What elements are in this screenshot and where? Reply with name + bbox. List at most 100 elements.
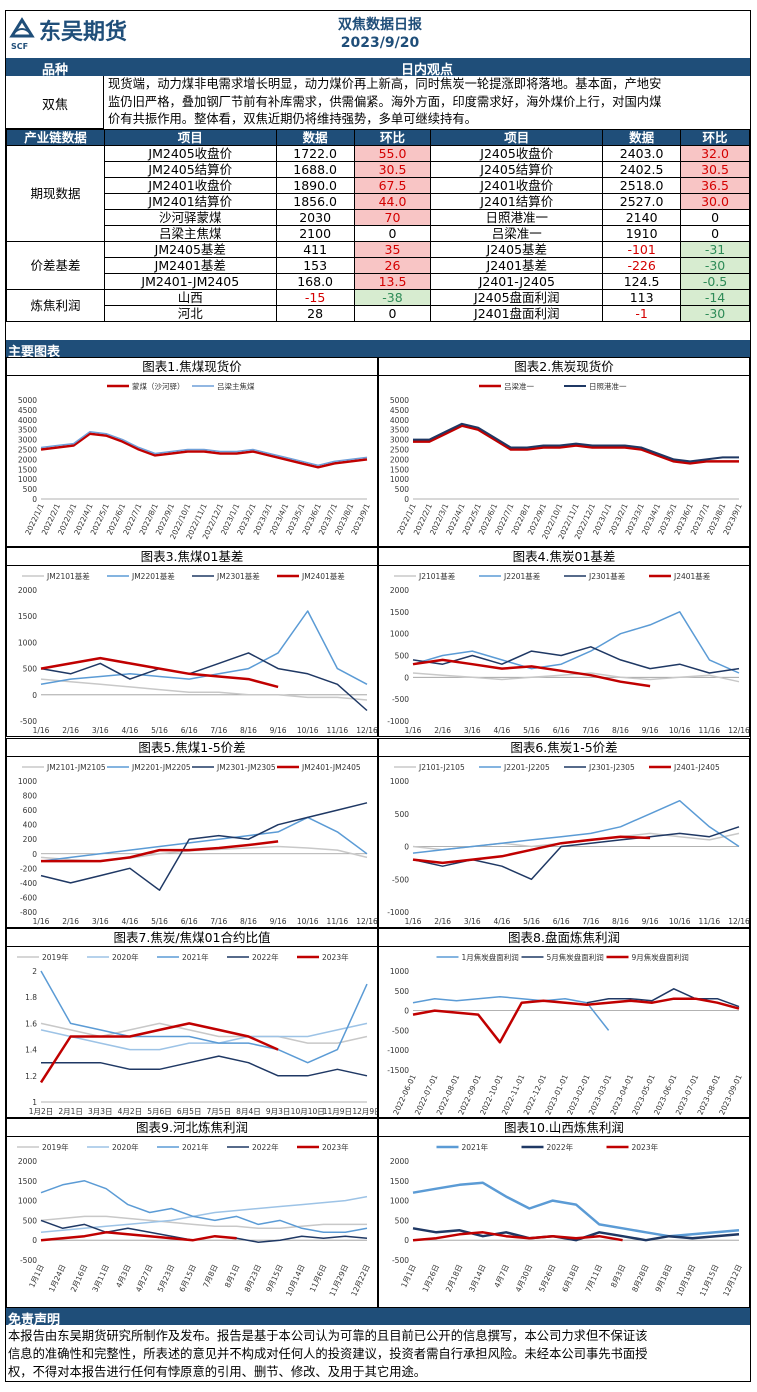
series-line	[413, 424, 739, 465]
x-tick-label: 9月15日	[264, 1263, 285, 1293]
y-tick-label: 2000	[390, 586, 409, 595]
y-tick-label: 1500	[18, 465, 37, 474]
l-chg-cell: 55.0	[353, 145, 432, 162]
series-line	[586, 988, 740, 1008]
x-tick-label: 9/16	[270, 726, 287, 735]
l-item-cell: 山西	[103, 289, 277, 306]
x-tick-label: 8月3日	[609, 1263, 628, 1289]
series-line	[412, 1181, 740, 1238]
x-tick-label: 12月9日	[352, 1107, 377, 1116]
y-tick-label: 1.6	[25, 1019, 37, 1028]
x-tick-label: 12/16	[356, 917, 377, 926]
logo-icon	[9, 17, 35, 38]
l-data-cell: 2030	[275, 209, 355, 226]
table-header-cell: 产业链数据	[6, 129, 105, 146]
x-tick-label: 12月22日	[349, 1263, 372, 1298]
y-tick-label: 200	[23, 835, 38, 844]
series-line	[412, 658, 651, 688]
y-tick-label: 1	[32, 1098, 37, 1107]
y-tick-label: 1.2	[25, 1072, 37, 1081]
l-chg-cell: 0	[353, 305, 432, 322]
y-tick-label: -500	[20, 717, 37, 726]
x-tick-label: 1月1日	[27, 1263, 46, 1289]
y-tick-label: 1.8	[25, 993, 37, 1002]
table-row: 吕梁主焦煤 2100 0 吕梁准一 1910 0	[7, 225, 750, 242]
legend-label: 2020年	[112, 1142, 139, 1152]
y-tick-label: 2	[32, 967, 37, 976]
series-line	[41, 840, 279, 863]
x-tick-label: 11/16	[699, 917, 721, 926]
table-header-cell: 项目	[430, 129, 604, 146]
legend-label: J2401-J2405	[673, 763, 720, 772]
chart-8: 图表8.盘面炼焦利润 1月焦炭盘面利润 5月焦炭盘面利润 9月焦炭盘面利润 1000 50…	[378, 928, 750, 1118]
r-data-cell: -101	[602, 241, 682, 258]
chart-3: 图表3.焦煤01基差 JM2101基差 JM2201基差 JM2301基差 JM2401…	[6, 547, 378, 737]
y-tick-label: -500	[392, 1026, 409, 1035]
r-data-cell: 2140	[602, 209, 682, 226]
x-tick-label: 1月2日	[29, 1107, 54, 1116]
r-item-cell: J2405基差	[430, 241, 604, 258]
l-data-cell: 2100	[275, 225, 355, 242]
x-tick-label: 7/16	[210, 726, 227, 735]
y-tick-label: -200	[20, 864, 37, 873]
x-tick-label: 12/16	[728, 726, 749, 735]
series-line	[40, 678, 368, 701]
l-data-cell: 168.0	[275, 273, 355, 290]
x-tick-label: 6月15日	[177, 1263, 198, 1293]
x-tick-label: 8/16	[612, 726, 629, 735]
legend-label: JM2101-JM2105	[46, 763, 106, 772]
legend-label: JM2201基差	[131, 571, 175, 581]
y-tick-label: 1000	[390, 1197, 409, 1206]
series-line	[40, 432, 368, 469]
table-header-cell: 数据	[602, 129, 682, 146]
y-tick-label: 1000	[18, 475, 37, 484]
r-item-cell: J2405盘面利润	[430, 289, 604, 306]
x-tick-label: 9月3日	[266, 1107, 291, 1116]
l-data-cell: 153	[275, 257, 355, 274]
series-line	[40, 430, 368, 467]
logo: 东吴期货 SCF	[9, 14, 169, 54]
chart-7: 图表7.焦炭/焦煤01合约比值 2019年 2020年 2021年 2022年 2023年…	[6, 928, 378, 1118]
l-chg-cell: 67.5	[353, 177, 432, 194]
legend-label: 9月焦炭盘面利润	[632, 952, 689, 962]
x-tick-label: 6/16	[181, 726, 198, 735]
legend-label: JM2401基差	[301, 571, 345, 581]
x-tick-label: 7月8日	[201, 1263, 220, 1289]
table-row: 沙河驿蒙煤 2030 70 日照港准一 2140 0	[7, 209, 750, 226]
series-line	[40, 652, 368, 712]
x-tick-label: 11月15日	[698, 1263, 721, 1298]
y-tick-label: 500	[395, 652, 410, 661]
series-line	[41, 1055, 368, 1077]
r-data-cell: -226	[602, 257, 682, 274]
x-tick-label: 3/16	[92, 917, 109, 926]
x-tick-label: 10/16	[669, 726, 691, 735]
y-tick-label: 1500	[390, 465, 409, 474]
y-tick-label: -1000	[387, 908, 409, 917]
series-line	[40, 970, 368, 1064]
x-tick-label: 4月27日	[134, 1263, 155, 1293]
chart-title: 图表7.焦炭/焦煤01合约比值	[7, 929, 377, 947]
x-tick-label: 1月26日	[421, 1263, 442, 1293]
r-item-cell: J2401结算价	[430, 193, 604, 210]
legend-label: 2022年	[252, 1142, 279, 1152]
chart-9: 图表9.河北炼焦利润 2019年 2020年 2021年 2022年 2023年 2000 1…	[6, 1118, 378, 1308]
x-tick-label: 4月7日	[492, 1263, 511, 1289]
l-item-cell: 河北	[103, 305, 277, 322]
chart-svg: JM2101-JM2105 JM2201-JM2205 JM2301-JM2305 J…	[18, 763, 377, 926]
y-tick-label: 400	[23, 821, 38, 830]
x-tick-label: 3月11日	[90, 1263, 111, 1293]
view-header-left: 品种	[41, 63, 68, 78]
r-item-cell: J2401盘面利润	[430, 305, 604, 322]
y-tick-label: 0	[32, 1236, 37, 1245]
y-tick-label: -800	[20, 908, 37, 917]
legend-label: 2019年	[42, 1142, 69, 1152]
disclaimer-header: 免责声明	[6, 1308, 750, 1328]
disclaimer-header-label: 免责声明	[8, 1313, 61, 1328]
x-tick-label: 6/16	[181, 917, 198, 926]
r-data-cell: -1	[602, 305, 682, 322]
x-tick-label: 4月3日	[114, 1263, 133, 1289]
x-tick-label: 3月14日	[467, 1263, 488, 1293]
legend-label: JM2201-JM2205	[131, 763, 191, 772]
